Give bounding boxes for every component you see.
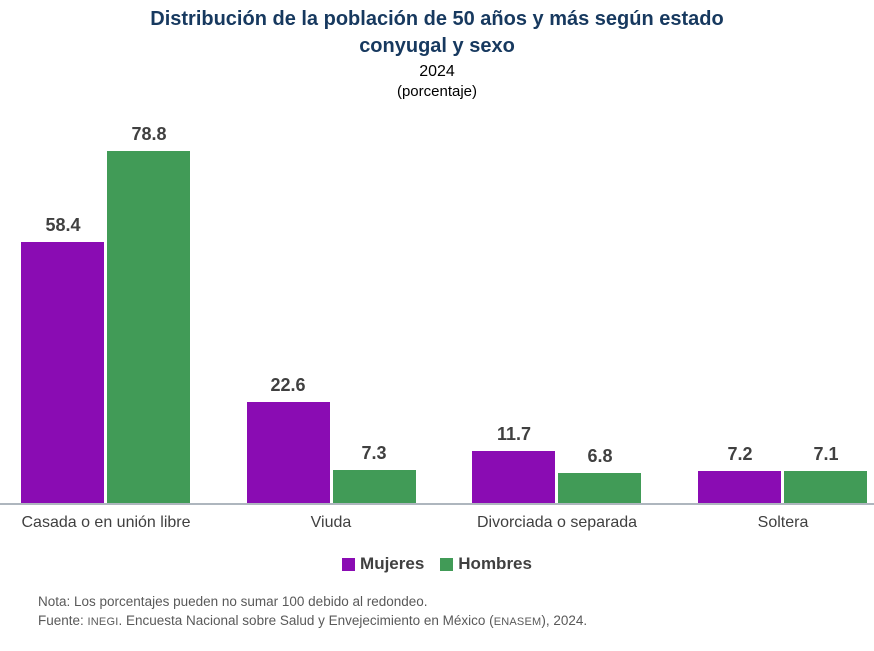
legend-item-mujeres: Mujeres [342,554,424,574]
chart-header: Distribución de la población de 50 años … [0,0,874,101]
note-text: Nota: Los porcentajes pueden no sumar 10… [38,594,428,609]
legend-swatch-hombres [440,557,454,571]
legend-swatch-mujeres [342,557,356,571]
chart-title-line2: conyugal y sexo [359,35,515,57]
category-label-casada-o-en-union-libre: Casada o en unión libre [21,514,191,531]
chart-subtitle-unit: (porcentaje) [396,83,478,100]
source-enasem: ENASEM [493,616,542,628]
plot-area: 58.4 78.8 22.6 7.3 11.7 6.8 7.2 7.1 [0,101,874,505]
source-prefix: Fuente: [38,613,88,628]
value-label-mujeres-divorciada-o-separada: 11.7 [496,424,532,444]
value-label-mujeres-viuda: 22.6 [270,375,306,395]
value-label-mujeres-casada-o-en-union-libre: 58.4 [45,215,81,235]
footer-notes: Nota: Los porcentajes pueden no sumar 10… [0,592,874,632]
bar-mujeres-soltera [698,471,781,503]
bar-hombres-viuda [333,470,416,503]
source-suffix: ), 2024. [541,613,588,628]
legend-label-hombres: Hombres [458,554,532,573]
value-label-hombres-soltera: 7.1 [813,444,839,464]
category-label-viuda: Viuda [310,514,352,531]
category-label-divorciada-o-separada: Divorciada o separada [476,514,638,531]
value-label-hombres-divorciada-o-separada: 6.8 [587,446,613,466]
value-label-hombres-viuda: 7.3 [361,443,387,463]
bar-hombres-casada-o-en-union-libre [107,151,190,503]
legend-item-hombres: Hombres [440,554,532,574]
value-label-hombres-casada-o-en-union-libre: 78.8 [131,124,167,144]
bar-mujeres-viuda [247,402,330,503]
chart-title-line1: Distribución de la población de 50 años … [150,8,724,30]
bar-mujeres-casada-o-en-union-libre [21,242,104,503]
bar-hombres-soltera [784,471,867,503]
source-inegi: INEGI [87,616,119,628]
source-mid: . Encuesta Nacional sobre Salud y Enveje… [118,613,494,628]
bar-mujeres-divorciada-o-separada [472,451,555,503]
chart-subtitle-year: 2024 [419,63,455,80]
legend: Mujeres Hombres [0,553,874,575]
category-label-soltera: Soltera [757,514,809,531]
value-label-mujeres-soltera: 7.2 [727,444,753,464]
chart-title: Distribución de la población de 50 años … [0,6,874,60]
source-text: Fuente: INEGI. Encuesta Nacional sobre S… [38,611,874,632]
legend-label-mujeres: Mujeres [360,554,425,573]
bar-hombres-divorciada-o-separada [558,473,641,503]
category-axis: Casada o en unión libre Viuda Divorciada o… [0,505,874,541]
